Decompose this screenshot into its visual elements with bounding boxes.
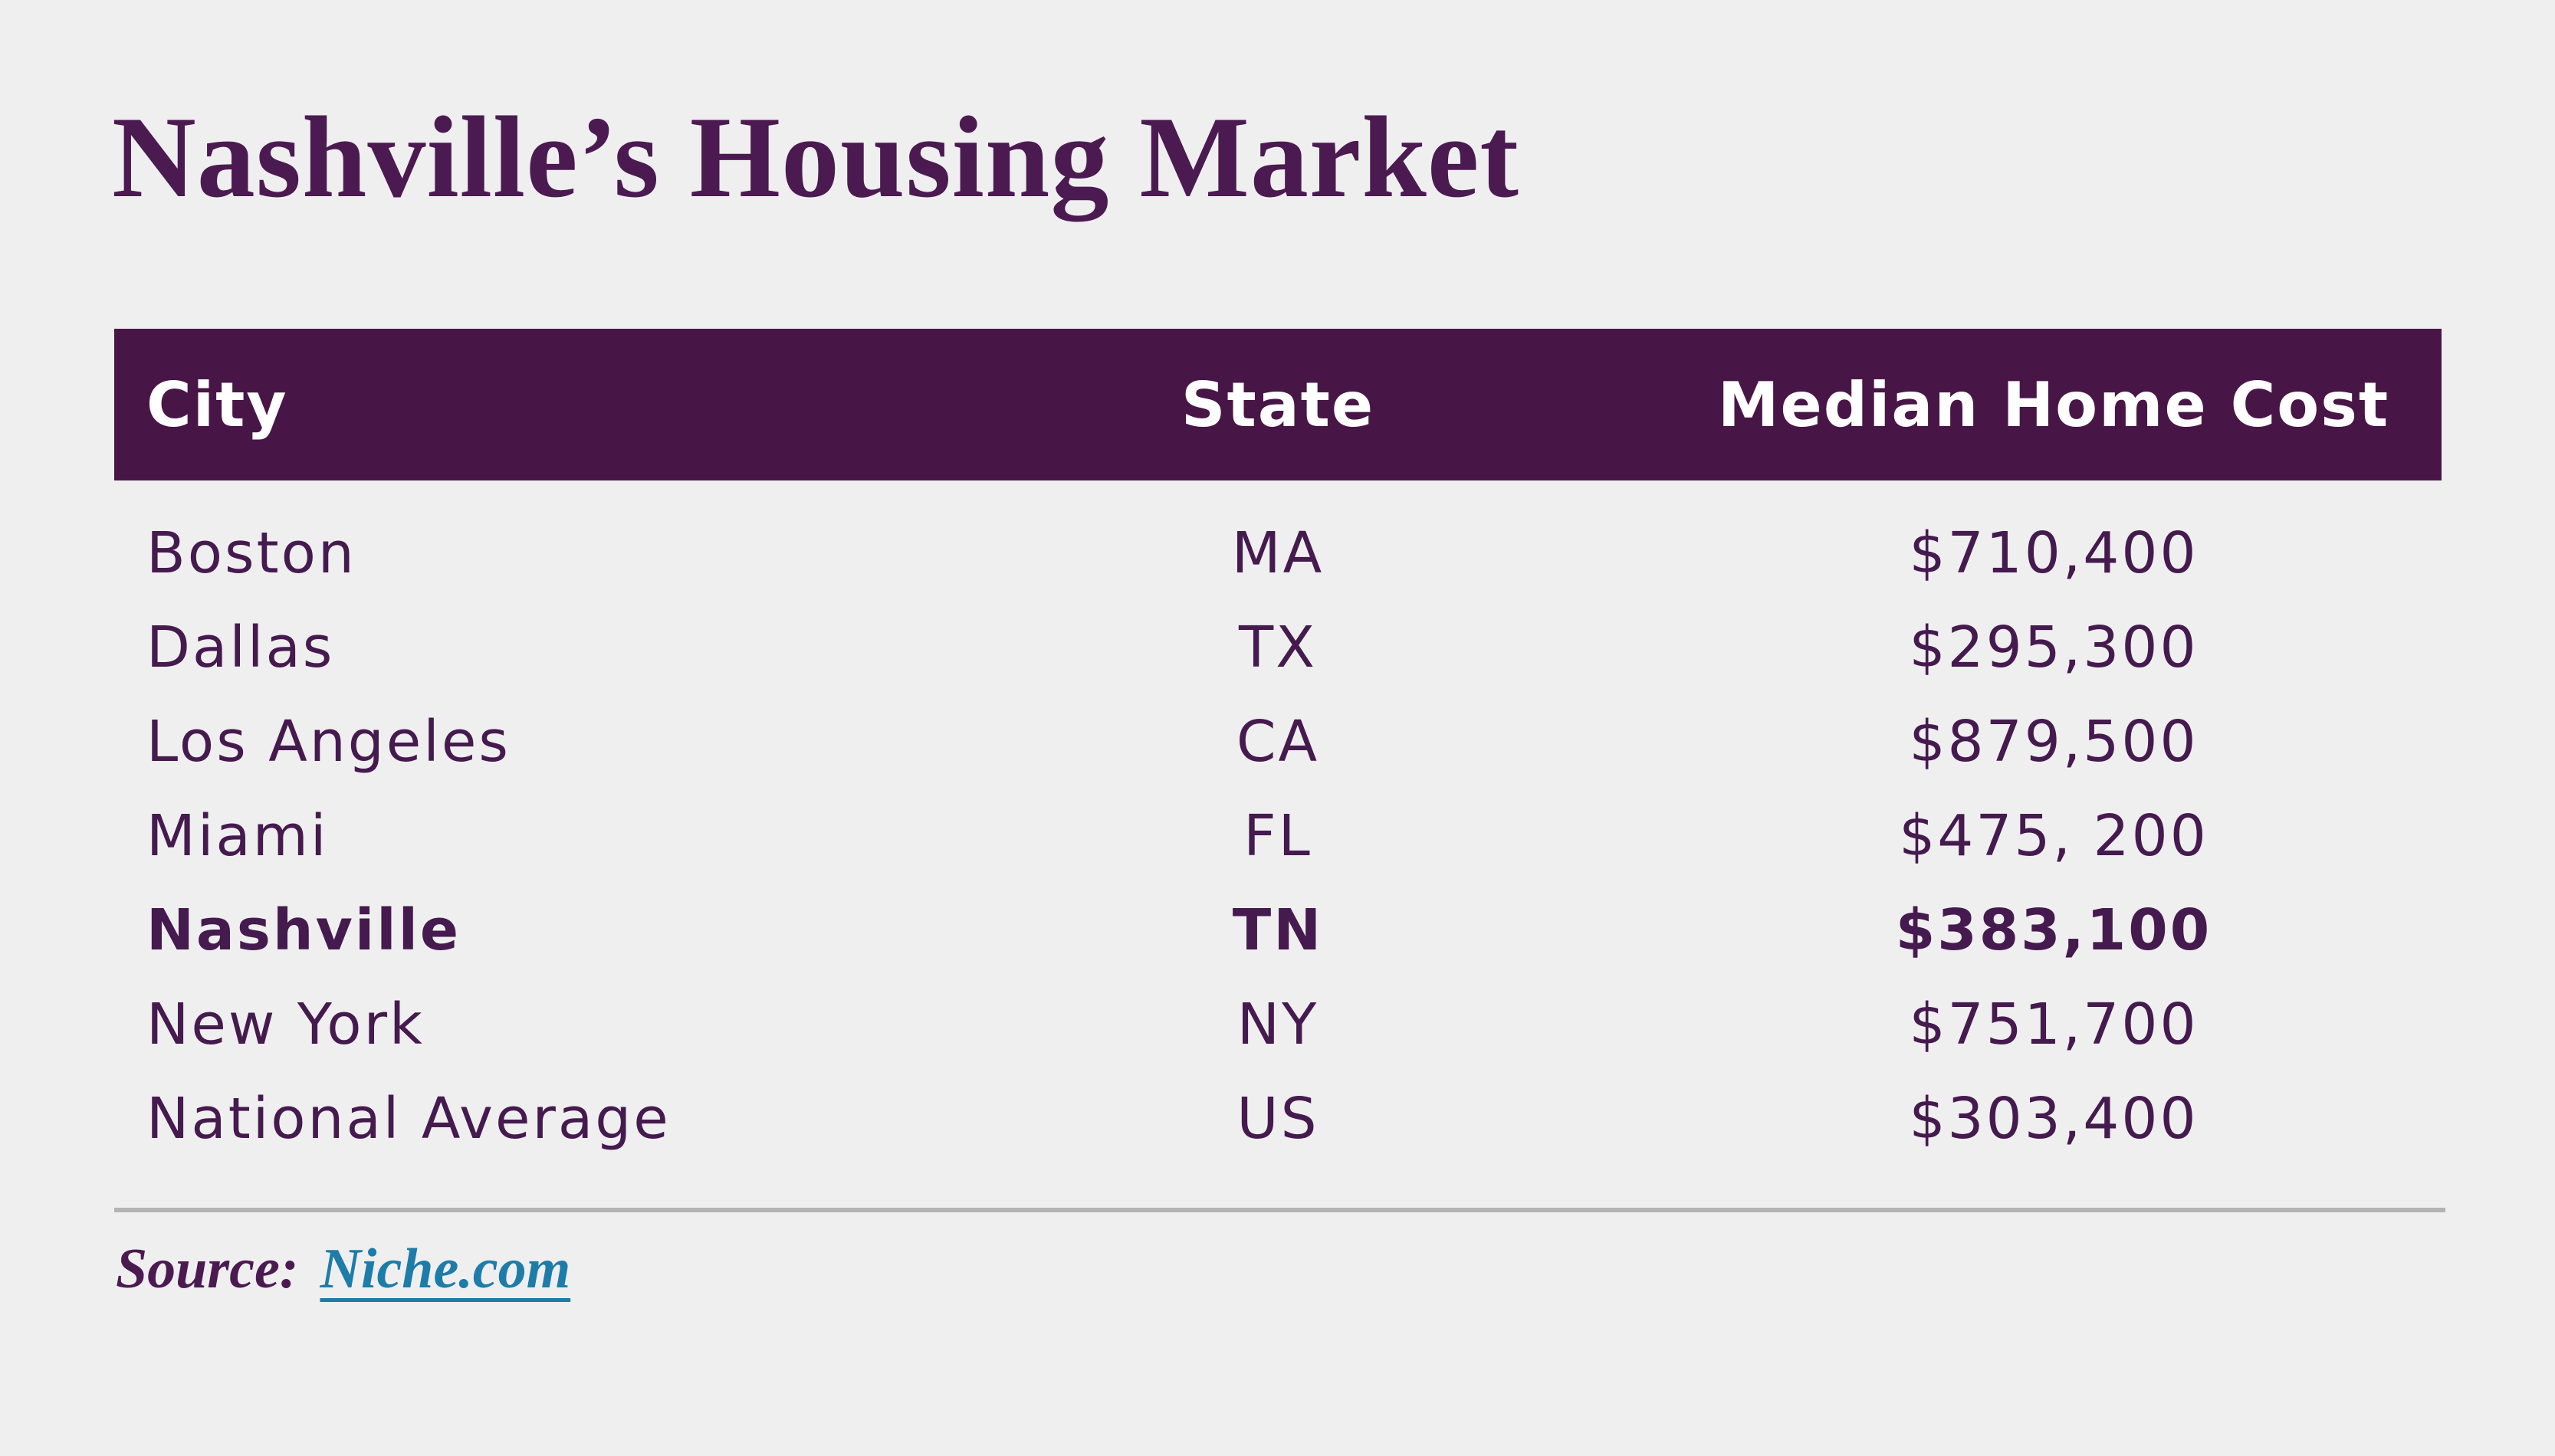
cell-state: US xyxy=(1236,1085,1319,1152)
source-line: Source: Niche.com xyxy=(116,1235,570,1304)
source-link[interactable]: Niche.com xyxy=(320,1238,571,1300)
divider-line xyxy=(114,1208,2445,1212)
table-row: Nashville TN $383,100 xyxy=(114,883,2442,977)
table-row: Los Angeles CA $879,500 xyxy=(114,694,2442,789)
table-row: New York NY $751,700 xyxy=(114,977,2442,1071)
cell-state: TN xyxy=(1232,897,1324,963)
cell-cost: $710,400 xyxy=(1909,520,2199,586)
table-header-row: City State Median Home Cost xyxy=(114,329,2442,480)
cell-city: National Average xyxy=(146,1085,671,1152)
housing-table: City State Median Home Cost Boston MA $710… xyxy=(114,329,2442,1166)
cell-cost: $295,300 xyxy=(1909,614,2199,680)
table-row: Miami FL $475, 200 xyxy=(114,789,2442,883)
cell-city: Los Angeles xyxy=(146,708,511,775)
cell-city: Dallas xyxy=(146,614,335,680)
column-header-state: State xyxy=(1181,369,1375,441)
table-row: National Average US $303,400 xyxy=(114,1071,2442,1166)
cell-state: CA xyxy=(1236,708,1320,775)
cell-cost: $751,700 xyxy=(1909,991,2199,1058)
cell-cost: $303,400 xyxy=(1909,1085,2199,1152)
cell-city: Nashville xyxy=(146,897,461,963)
table-row: Dallas TX $295,300 xyxy=(114,600,2442,694)
cell-cost: $383,100 xyxy=(1895,897,2212,963)
cell-cost: $475, 200 xyxy=(1899,802,2209,869)
table-body: Boston MA $710,400 Dallas TX $295,300 Los Ange… xyxy=(114,480,2442,1166)
cell-city: New York xyxy=(146,991,425,1058)
cell-state: NY xyxy=(1236,991,1319,1058)
page-title: Nashville’s Housing Market xyxy=(112,93,1519,221)
source-label: Source: xyxy=(116,1238,299,1300)
column-header-city: City xyxy=(146,369,288,441)
cell-state: TX xyxy=(1239,614,1317,680)
cell-cost: $879,500 xyxy=(1909,708,2199,775)
cell-state: FL xyxy=(1243,802,1312,869)
cell-city: Boston xyxy=(146,520,356,586)
cell-state: MA xyxy=(1231,520,1325,586)
table-row: Boston MA $710,400 xyxy=(114,506,2442,600)
cell-city: Miami xyxy=(146,802,329,869)
column-header-cost: Median Home Cost xyxy=(1717,369,2390,441)
